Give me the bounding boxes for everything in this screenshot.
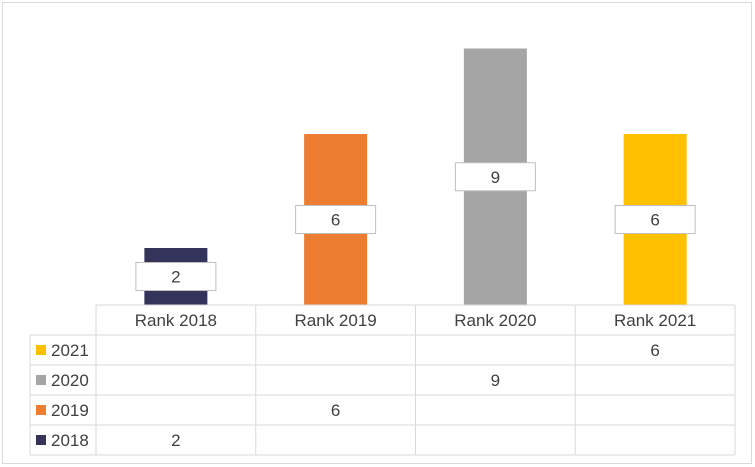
data-label-2021: 6 [650,211,659,230]
category-label: Rank 2018 [135,311,217,330]
legend-label-2020: 2020 [51,371,89,390]
table-cell-value: 2 [171,431,180,450]
data-label-box-2020 [454,162,536,192]
legend-label-2021: 2021 [51,341,89,360]
data-label-2018: 2 [171,268,180,287]
category-label: Rank 2020 [454,311,536,330]
data-label-box-2021 [614,205,696,234]
bars-layer [144,48,687,305]
legend-label-2018: 2018 [51,431,89,450]
table-cell-value: 6 [331,401,340,420]
legend-label-2019: 2019 [51,401,89,420]
legend-key-2020 [36,375,46,385]
table-cell-value: 6 [650,341,659,360]
legend-key-2019 [36,405,46,415]
data-labels-layer: 2 6 9 6 [135,162,696,291]
table-cell-value: 9 [491,371,500,390]
data-label-box-2019 [295,205,377,234]
data-label-box-2018 [135,262,217,291]
category-label: Rank 2019 [295,311,377,330]
data-table: Rank 2018 Rank 2019 Rank 2020 Rank 2021 2021… [29,304,736,456]
legend-key-2018 [36,435,46,445]
category-label: Rank 2021 [614,311,696,330]
legend-key-2021 [36,345,46,355]
data-label-2019: 6 [331,211,340,230]
data-label-2020: 9 [491,168,500,187]
